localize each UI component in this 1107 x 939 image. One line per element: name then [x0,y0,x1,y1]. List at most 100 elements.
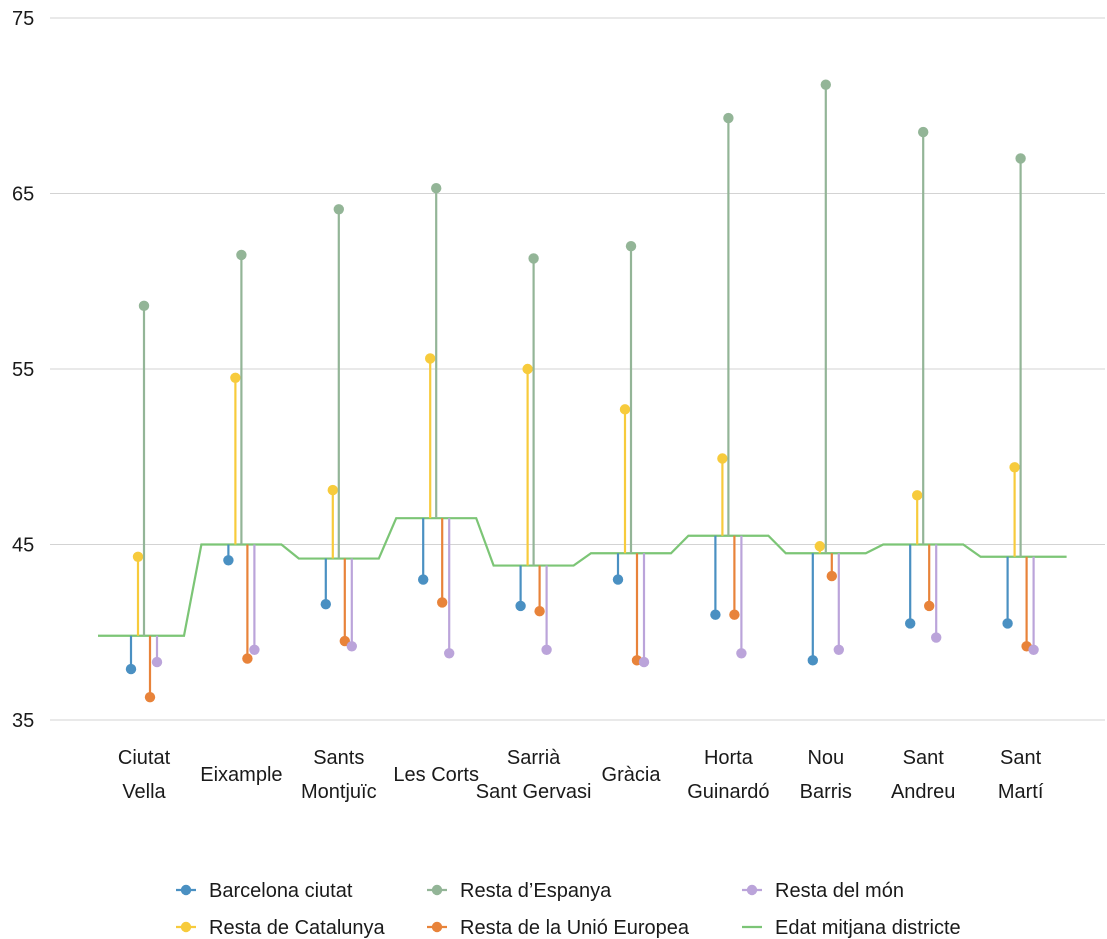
lollipop-resta-d-espanya [723,112,734,536]
lollipop-point [1028,644,1039,655]
x-tick-label: Martí [998,781,1044,803]
lollipop-resta-de-la-unio-europea [437,518,448,608]
legend-item-resta-de-la-unio-europea: Resta de la Unió Europea [427,917,690,939]
lollipop-point [249,644,260,655]
legend-key-point [180,884,192,896]
lollipop-point [833,644,844,655]
lollipop-resta-de-catalunya [230,372,241,545]
lollipop-point [820,79,831,90]
lollipop-point [1015,153,1026,164]
legend-key-point [746,884,758,896]
x-tick-label: Sant [903,747,945,769]
y-tick-label: 45 [12,535,34,557]
lollipop-resta-d-espanya [431,183,442,519]
lollipop-resta-de-catalunya [327,484,338,559]
lollipop-point [444,648,455,659]
lollipop-resta-del-mon [1028,556,1039,655]
lollipop-point [144,691,156,703]
lollipop-resta-d-espanya [625,240,637,554]
lollipop-point [242,653,253,664]
lollipop-resta-de-la-unio-europea [1021,556,1032,652]
lollipop-barcelona-ciutat [223,544,234,566]
lollipop-resta-del-mon [736,535,747,659]
lollipop-resta-de-la-unio-europea [631,553,643,666]
lollipop-barcelona-ciutat [1002,556,1013,629]
x-tick-label: Barris [800,781,852,803]
lollipop-resta-del-mon [151,635,163,668]
x-tick-label: Eixample [200,764,282,786]
lollipop-resta-del-mon [833,553,844,655]
lollipop-point [924,600,935,612]
legend-item-resta-del-mon: Resta del món [742,880,904,902]
lollipop-point [619,404,631,415]
x-tick-label: Sants [313,747,364,769]
lollipop-resta-de-la-unio-europea [924,544,935,612]
lollipop-point [1009,462,1020,473]
lollipop-point [528,253,539,264]
grid-lines [50,17,1105,721]
lollipop-resta-d-espanya [236,249,247,545]
lollipop-resta-del-mon [931,544,942,643]
x-tick-label: Ciutat [118,747,171,769]
lollipop-point [425,353,436,364]
lollipop-point [826,570,837,582]
x-axis: Ciutat Vella Eixample Sants Montjuïc Les Cort… [118,747,1044,803]
lollipop-point [333,204,344,215]
x-tick-label: Sant [1000,747,1042,769]
lollipop-point [132,551,144,562]
lollipop-point [807,655,818,666]
lollipop-resta-de-catalunya [619,404,631,554]
lollipop-resta-d-espanya [918,126,929,545]
lollipop-point [320,598,331,610]
lollipop-resta-de-catalunya [522,363,533,566]
x-tick-label: Vella [122,781,166,803]
y-axis: 35 45 55 65 75 [12,8,34,732]
legend-label: Resta d’Espanya [460,880,612,902]
lollipop-point [151,656,163,668]
lollipop-resta-del-mon [249,544,260,655]
legend-label: Resta de Catalunya [209,917,386,939]
lollipop-resta-d-espanya [138,300,150,636]
lollipop-barcelona-ciutat [612,553,624,585]
y-tick-label: 65 [12,184,34,206]
lollipop-resta-de-catalunya [717,453,728,536]
lollipop-point [717,453,728,464]
legend-item-resta-de-catalunya: Resta de Catalunya [176,917,386,939]
mean-line-path [98,517,1067,637]
lollipop-barcelona-ciutat [515,565,526,612]
x-tick-label: Les Corts [393,764,479,786]
lollipop-resta-del-mon [346,558,357,652]
legend-item-resta-d-espanya: Resta d’Espanya [427,880,612,902]
lollipop-point [230,372,241,383]
lollipop-barcelona-ciutat [710,535,721,620]
lollipop-point [534,605,545,617]
lollipop-point [125,663,137,675]
lollipop-resta-de-la-unio-europea [534,565,545,617]
lollipop-barcelona-ciutat [125,635,137,675]
lollipop-barcelona-ciutat [807,553,818,666]
lollipop-point [236,249,247,261]
district-mean-line [98,517,1067,637]
lollipop-resta-del-mon [541,565,552,655]
lollipop-resta-de-catalunya [425,353,436,519]
lollipop-point [729,609,740,620]
x-tick-label: Sant Gervasi [476,781,592,803]
lollipop-point [905,618,916,629]
lollipop-series [125,79,1039,703]
lollipop-resta-de-catalunya [814,541,825,554]
lollipop-point [437,597,448,608]
lollipop-resta-d-espanya [820,79,831,554]
lollipop-point [710,609,721,620]
lollipop-resta-d-espanya [528,253,539,566]
lollipop-point [541,644,552,655]
lollipop-resta-de-la-unio-europea [144,635,156,703]
legend-label: Resta de la Unió Europea [460,917,690,939]
lollipop-resta-d-espanya [333,204,344,559]
lollipop-resta-de-la-unio-europea [826,553,837,582]
legend-item-barcelona-ciutat: Barcelona ciutat [176,880,353,902]
lollipop-barcelona-ciutat [418,518,429,585]
y-tick-label: 55 [12,359,34,381]
legend-key-point [431,921,443,933]
lollipop-point [138,300,150,312]
